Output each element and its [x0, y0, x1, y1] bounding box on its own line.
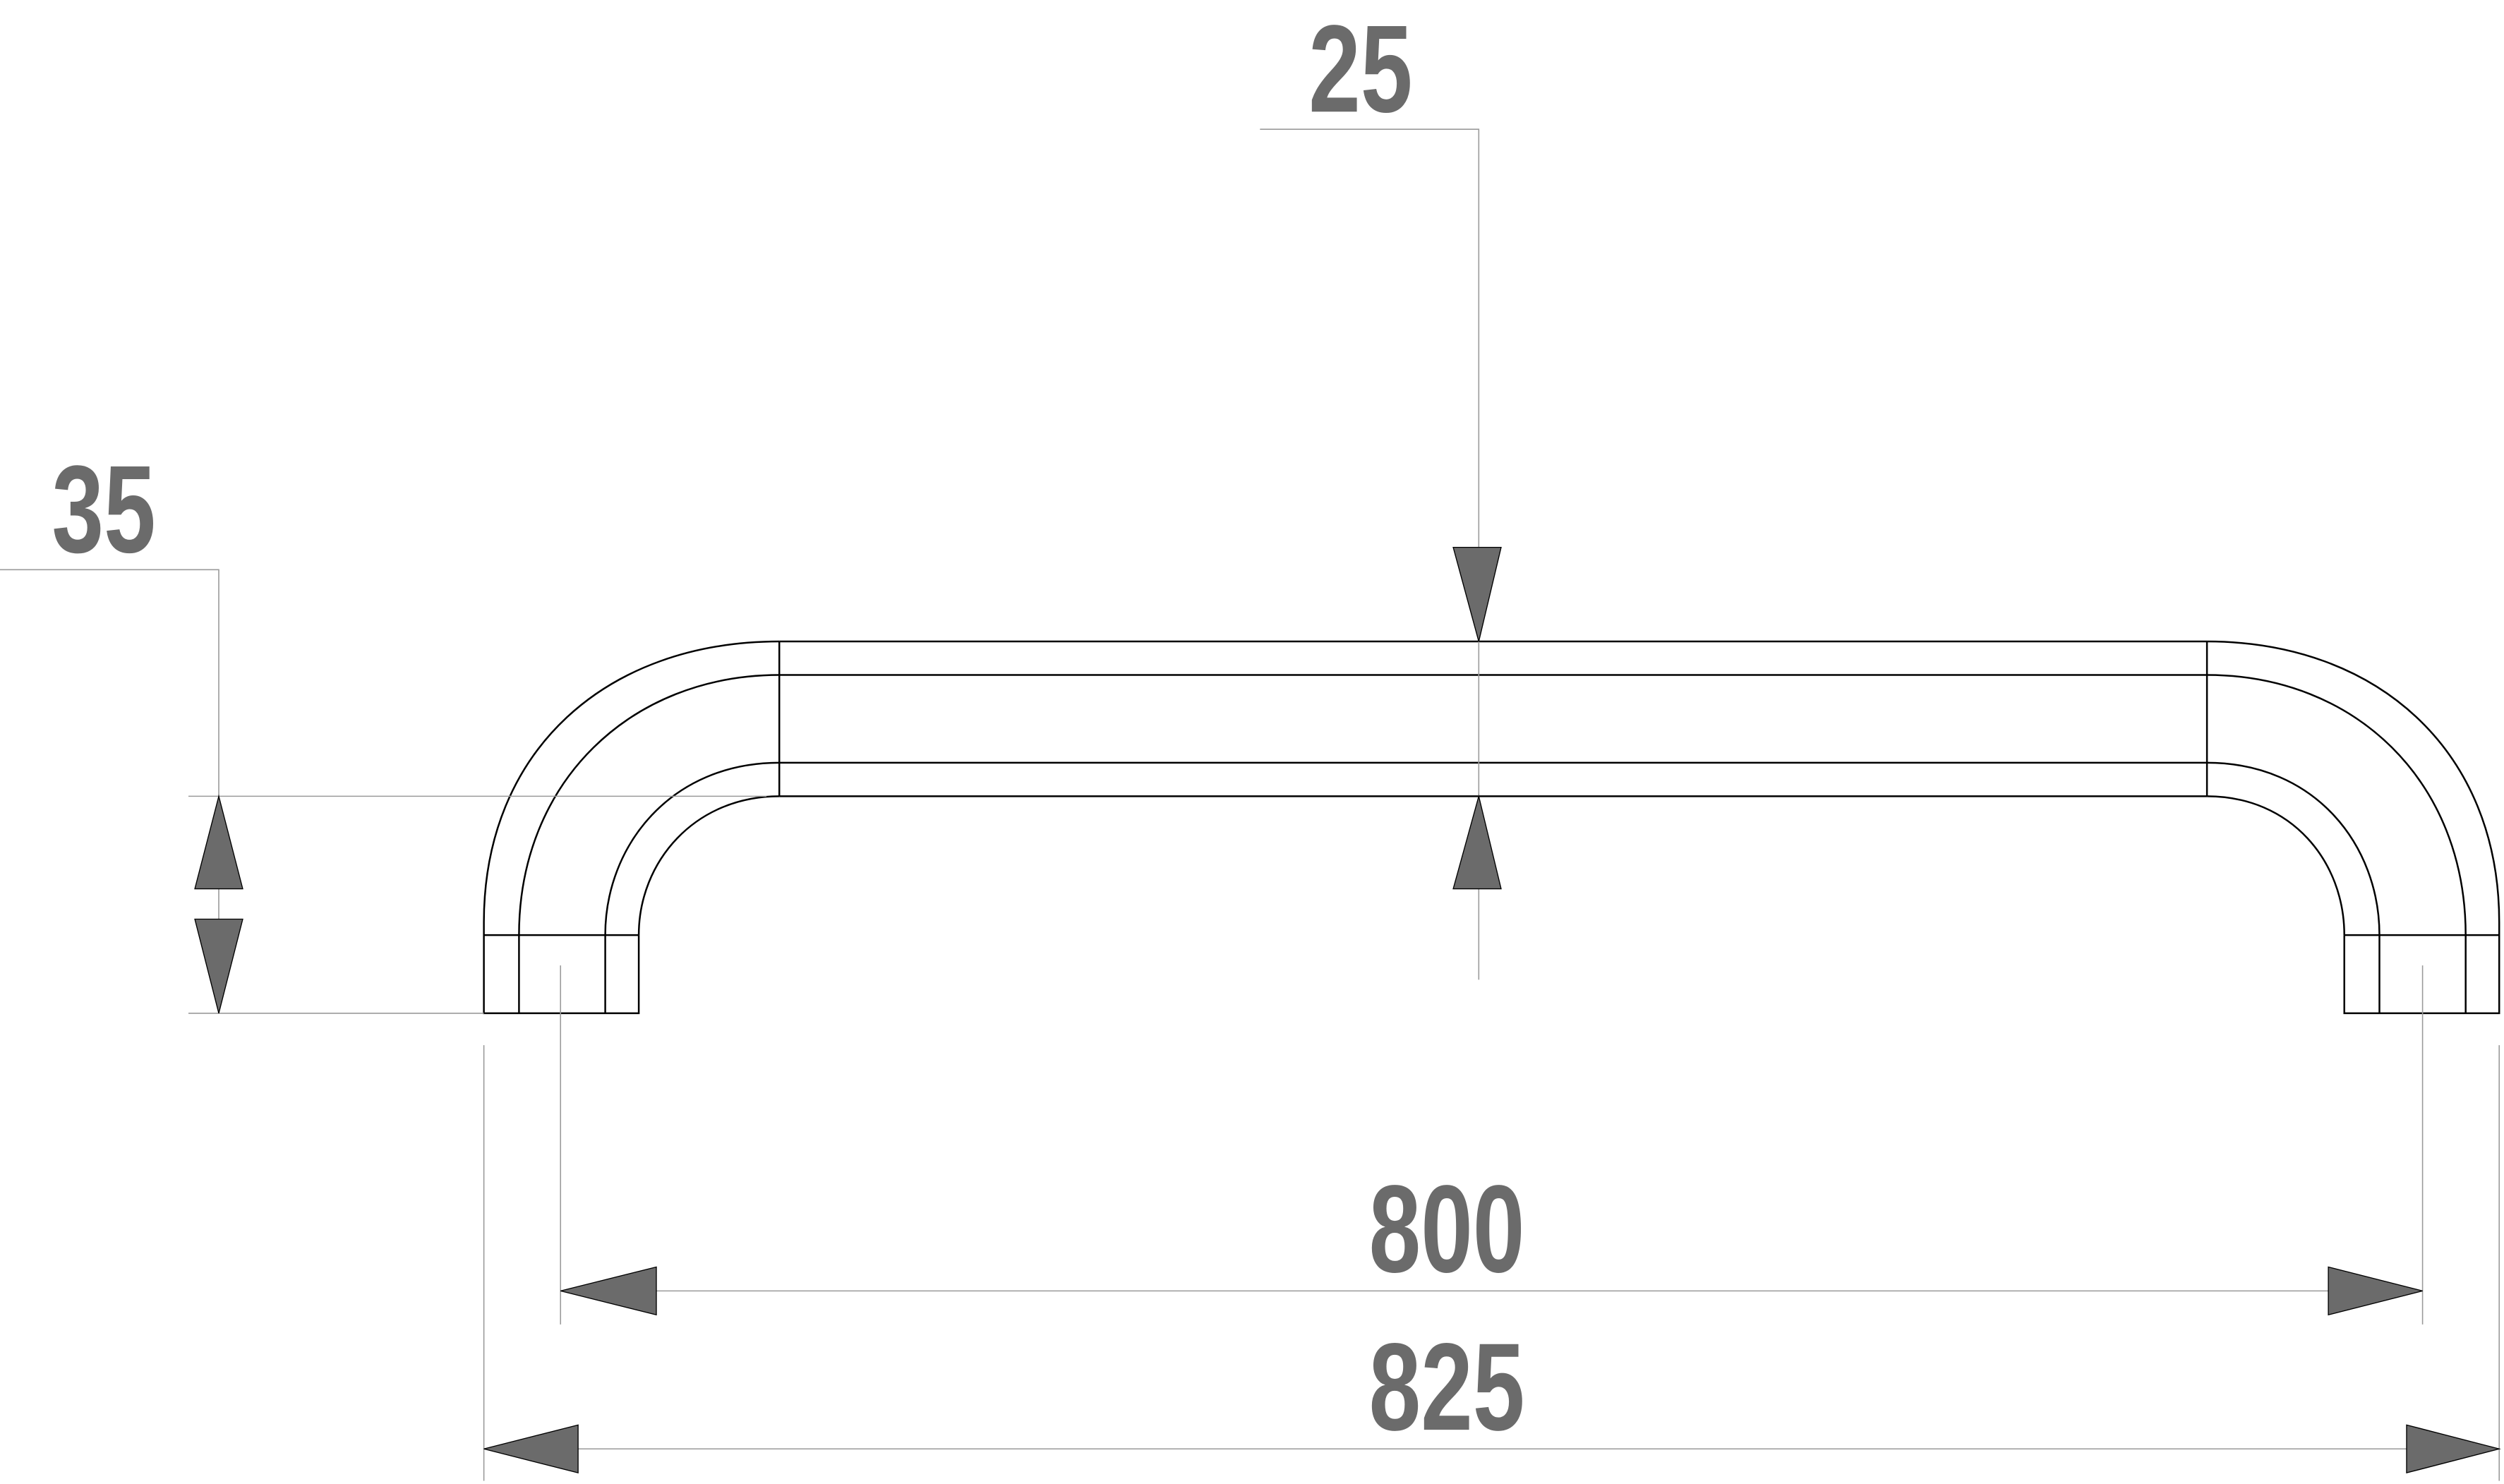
handle-outline	[483, 640, 2500, 1015]
left-foot	[483, 922, 640, 1015]
thickness-label: 25	[1308, 0, 1412, 139]
arrow-down-icon	[1452, 546, 1502, 642]
arrow-up-icon	[1452, 794, 1502, 890]
arrow-up-icon	[194, 794, 243, 890]
right-foot	[2343, 922, 2500, 1015]
overall-length-label: 825	[1369, 1318, 1525, 1457]
hole-spacing-label: 800	[1369, 1160, 1525, 1299]
left-bend	[483, 640, 780, 936]
arrow-right-icon	[2406, 1424, 2501, 1474]
arrow-left-icon	[560, 1266, 657, 1316]
dimension-hole-spacing: 800	[560, 965, 2424, 1325]
height-label: 35	[52, 440, 155, 579]
dimension-height: 35	[0, 440, 767, 1014]
arrow-down-icon	[194, 918, 243, 1014]
right-bend	[2207, 640, 2500, 936]
arrow-right-icon	[2328, 1266, 2423, 1316]
dimension-thickness: 25	[1260, 0, 1502, 980]
dimension-overall-length: 825	[483, 1045, 2501, 1481]
arrow-left-icon	[483, 1424, 579, 1474]
